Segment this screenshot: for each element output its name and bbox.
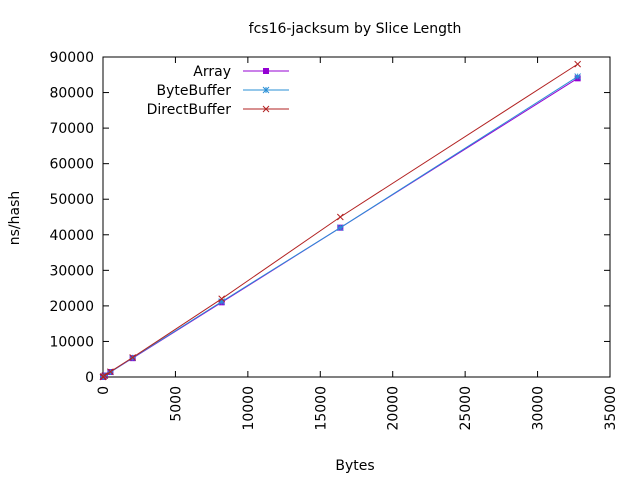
y-tick-label: 90000 [49,50,94,66]
legend: Array ByteBuffer DirectBuffer [147,64,289,118]
legend-item-array: Array [193,64,289,80]
legend-label: Array [193,64,231,80]
point-marker [262,105,270,113]
chart-title: fcs16-jacksum by Slice Length [249,21,462,37]
y-axis-label: ns/hash [7,191,23,246]
point-marker-stroke [336,224,344,232]
point-marker [336,213,344,221]
point-marker-stroke [107,368,114,376]
point-marker [574,73,582,80]
point-marker [263,68,269,74]
point-marker-stroke [129,354,137,361]
point-marker [101,372,109,379]
x-tick-label: 35000 [603,386,619,431]
series-lines [99,60,582,381]
y-tick-label: 0 [85,370,94,386]
legend-item-directbuffer: DirectBuffer [147,102,289,118]
legend-label: DirectBuffer [147,102,232,118]
x-tick-label: 25000 [458,386,474,431]
axes: 0100002000030000400005000060000700008000… [49,50,619,431]
y-tick-label: 40000 [49,228,94,244]
point-marker-stroke [574,73,582,80]
point-marker [262,86,270,94]
point-marker-stroke [101,372,109,379]
point-marker-stroke [218,295,226,303]
legend-label: ByteBuffer [157,83,232,99]
x-tick-label: 15000 [313,386,329,431]
point-marker [336,224,344,232]
point-marker [218,295,226,303]
y-tick-label: 80000 [49,86,94,102]
point-marker-stroke [218,298,226,305]
point-marker-stroke [336,213,344,221]
y-tick-label: 50000 [49,192,94,208]
point-marker-stroke [574,60,582,68]
x-axis-label: Bytes [335,458,374,474]
point-marker [107,368,114,376]
x-tick-label: 0 [96,386,112,395]
point-marker [129,354,137,361]
point-marker-stroke [262,86,270,94]
point-marker [218,298,226,305]
plot-frame [102,56,611,378]
x-tick-label: 10000 [241,386,257,431]
y-tick-label: 30000 [49,263,94,279]
series-directbuffer [99,60,582,381]
legend-item-bytebuffer: ByteBuffer [157,83,289,99]
point-marker [574,60,582,68]
point-marker-stroke [262,105,270,113]
x-tick-label: 30000 [531,386,547,431]
x-tick-label: 20000 [386,386,402,431]
y-tick-label: 20000 [49,299,94,315]
y-tick-label: 60000 [49,157,94,173]
y-tick-label: 70000 [49,121,94,137]
y-tick-label: 10000 [49,334,94,350]
x-tick-label: 5000 [168,386,184,422]
